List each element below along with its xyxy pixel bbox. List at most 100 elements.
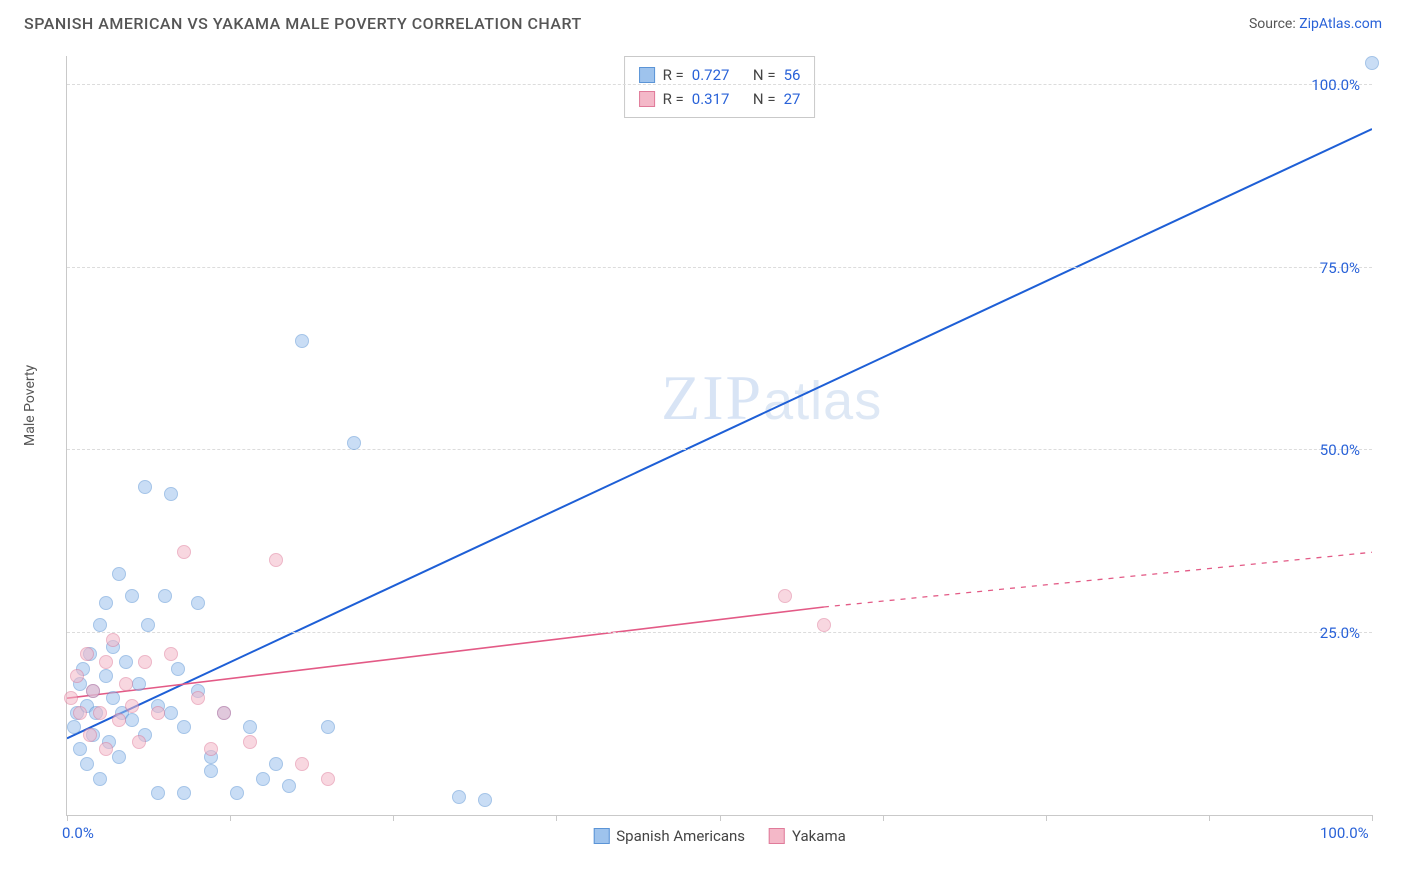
data-point bbox=[73, 706, 87, 720]
data-point bbox=[243, 735, 257, 749]
data-point bbox=[138, 480, 152, 494]
chart-title: SPANISH AMERICAN VS YAKAMA MALE POVERTY … bbox=[24, 14, 582, 33]
chart-area: Male Poverty ZIPatlas R = 0.727 N = 56 R… bbox=[24, 46, 1382, 846]
data-point bbox=[1365, 56, 1379, 70]
data-point bbox=[125, 589, 139, 603]
regression-lines-layer bbox=[67, 56, 1372, 815]
data-point bbox=[230, 786, 244, 800]
data-point bbox=[106, 633, 120, 647]
data-point bbox=[321, 720, 335, 734]
gridline bbox=[67, 632, 1372, 633]
data-point bbox=[191, 691, 205, 705]
data-point bbox=[347, 436, 361, 450]
data-point bbox=[177, 786, 191, 800]
data-point bbox=[80, 647, 94, 661]
gridline bbox=[67, 449, 1372, 450]
data-point bbox=[204, 764, 218, 778]
plot-region: ZIPatlas R = 0.727 N = 56 R = 0.317 N = … bbox=[66, 56, 1372, 816]
data-point bbox=[132, 735, 146, 749]
data-point bbox=[70, 669, 84, 683]
y-tick-label: 75.0% bbox=[1320, 259, 1360, 277]
data-point bbox=[119, 677, 133, 691]
data-point bbox=[112, 567, 126, 581]
n-value: 27 bbox=[784, 87, 801, 111]
data-point bbox=[119, 655, 133, 669]
x-tick bbox=[556, 815, 557, 821]
data-point bbox=[99, 596, 113, 610]
x-axis-min-label: 0.0% bbox=[62, 824, 94, 842]
regression-line-extrapolated bbox=[824, 552, 1372, 607]
legend-item: Yakama bbox=[769, 827, 846, 845]
x-tick bbox=[883, 815, 884, 821]
data-point bbox=[125, 699, 139, 713]
source-attribution: Source: ZipAtlas.com bbox=[1249, 16, 1382, 32]
r-label: R = bbox=[663, 87, 684, 111]
watermark-atlas: atlas bbox=[763, 371, 882, 431]
data-point bbox=[158, 589, 172, 603]
data-point bbox=[67, 720, 81, 734]
gridline bbox=[67, 267, 1372, 268]
correlation-stats-box: R = 0.727 N = 56 R = 0.317 N = 27 bbox=[624, 56, 816, 118]
x-tick bbox=[1372, 815, 1373, 821]
stats-row: R = 0.317 N = 27 bbox=[639, 87, 801, 111]
series-swatch bbox=[639, 91, 655, 107]
x-tick bbox=[1046, 815, 1047, 821]
data-point bbox=[256, 772, 270, 786]
data-point bbox=[151, 706, 165, 720]
x-tick bbox=[67, 815, 68, 821]
data-point bbox=[171, 662, 185, 676]
data-point bbox=[86, 684, 100, 698]
data-point bbox=[73, 742, 87, 756]
watermark-zip: ZIP bbox=[661, 362, 763, 433]
series-swatch bbox=[639, 67, 655, 83]
data-point bbox=[478, 793, 492, 807]
data-point bbox=[164, 487, 178, 501]
data-point bbox=[191, 596, 205, 610]
x-tick bbox=[720, 815, 721, 821]
x-axis-max-label: 100.0% bbox=[1320, 824, 1369, 842]
data-point bbox=[817, 618, 831, 632]
data-point bbox=[106, 691, 120, 705]
y-axis-label: Male Poverty bbox=[22, 365, 38, 446]
data-point bbox=[83, 728, 97, 742]
data-point bbox=[177, 545, 191, 559]
watermark: ZIPatlas bbox=[661, 361, 882, 435]
regression-line bbox=[67, 607, 824, 698]
legend-label: Spanish Americans bbox=[616, 827, 745, 845]
data-point bbox=[295, 757, 309, 771]
data-point bbox=[112, 750, 126, 764]
data-point bbox=[204, 742, 218, 756]
legend: Spanish Americans Yakama bbox=[593, 827, 846, 845]
data-point bbox=[778, 589, 792, 603]
data-point bbox=[80, 757, 94, 771]
data-point bbox=[177, 720, 191, 734]
data-point bbox=[243, 720, 257, 734]
source-link[interactable]: ZipAtlas.com bbox=[1299, 16, 1382, 32]
legend-swatch bbox=[593, 828, 609, 844]
gridline bbox=[67, 84, 1372, 85]
data-point bbox=[269, 553, 283, 567]
data-point bbox=[164, 647, 178, 661]
data-point bbox=[112, 713, 126, 727]
data-point bbox=[282, 779, 296, 793]
r-value: 0.317 bbox=[692, 87, 730, 111]
data-point bbox=[141, 618, 155, 632]
legend-item: Spanish Americans bbox=[593, 827, 745, 845]
data-point bbox=[99, 669, 113, 683]
y-tick-label: 50.0% bbox=[1320, 441, 1360, 459]
data-point bbox=[99, 742, 113, 756]
n-label: N = bbox=[753, 87, 776, 111]
data-point bbox=[93, 618, 107, 632]
y-tick-label: 100.0% bbox=[1311, 76, 1360, 94]
data-point bbox=[99, 655, 113, 669]
data-point bbox=[64, 691, 78, 705]
data-point bbox=[93, 706, 107, 720]
x-tick bbox=[393, 815, 394, 821]
data-point bbox=[93, 772, 107, 786]
regression-line bbox=[67, 129, 1372, 738]
data-point bbox=[151, 786, 165, 800]
legend-label: Yakama bbox=[792, 827, 846, 845]
chart-header: SPANISH AMERICAN VS YAKAMA MALE POVERTY … bbox=[0, 0, 1406, 43]
x-tick bbox=[1209, 815, 1210, 821]
data-point bbox=[164, 706, 178, 720]
